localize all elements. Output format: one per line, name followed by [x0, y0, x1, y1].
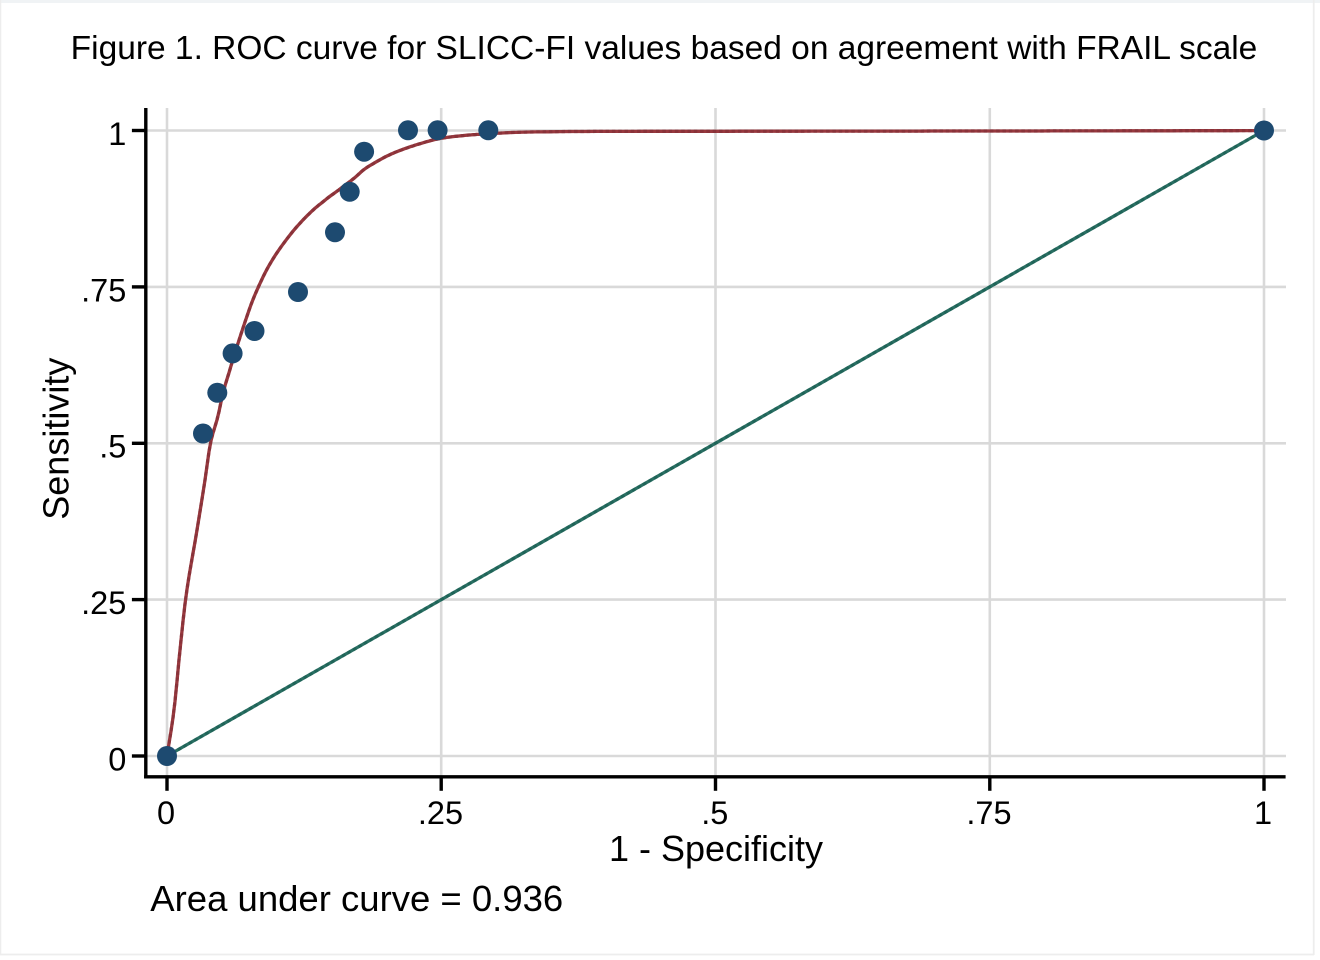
svg-text:.5: .5 [701, 795, 728, 831]
svg-text:1 - Specificity: 1 - Specificity [609, 828, 823, 869]
svg-text:.5: .5 [99, 429, 126, 465]
svg-text:.25: .25 [81, 585, 126, 621]
svg-text:1: 1 [108, 116, 126, 152]
svg-text:0: 0 [157, 795, 175, 831]
svg-text:.25: .25 [418, 795, 463, 831]
svg-text:1: 1 [1254, 795, 1272, 831]
svg-text:0: 0 [108, 742, 126, 778]
svg-text:.75: .75 [966, 795, 1011, 831]
svg-text:Area under curve = 0.936: Area under curve = 0.936 [150, 878, 563, 919]
svg-text:.75: .75 [81, 272, 126, 308]
svg-text:Sensitivity: Sensitivity [35, 358, 76, 520]
svg-text:Figure 1. ROC curve for SLICC-: Figure 1. ROC curve for SLICC-FI values … [71, 30, 1258, 67]
